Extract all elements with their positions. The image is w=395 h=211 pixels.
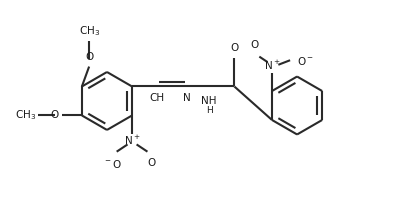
Text: O: O (251, 40, 259, 50)
Text: O: O (50, 110, 58, 120)
Text: N$^+$: N$^+$ (264, 59, 280, 72)
Text: O$^-$: O$^-$ (297, 55, 314, 67)
Text: N: N (183, 93, 191, 103)
Text: NH: NH (201, 96, 217, 106)
Text: CH: CH (150, 93, 165, 103)
Text: CH$_3$: CH$_3$ (79, 24, 100, 38)
Text: O: O (148, 158, 156, 168)
Text: O: O (230, 43, 239, 53)
Text: CH$_3$: CH$_3$ (15, 108, 37, 122)
Text: $^-$O: $^-$O (103, 158, 122, 170)
Text: N$^+$: N$^+$ (124, 134, 140, 147)
Text: H: H (206, 106, 213, 115)
Text: O: O (85, 52, 93, 62)
